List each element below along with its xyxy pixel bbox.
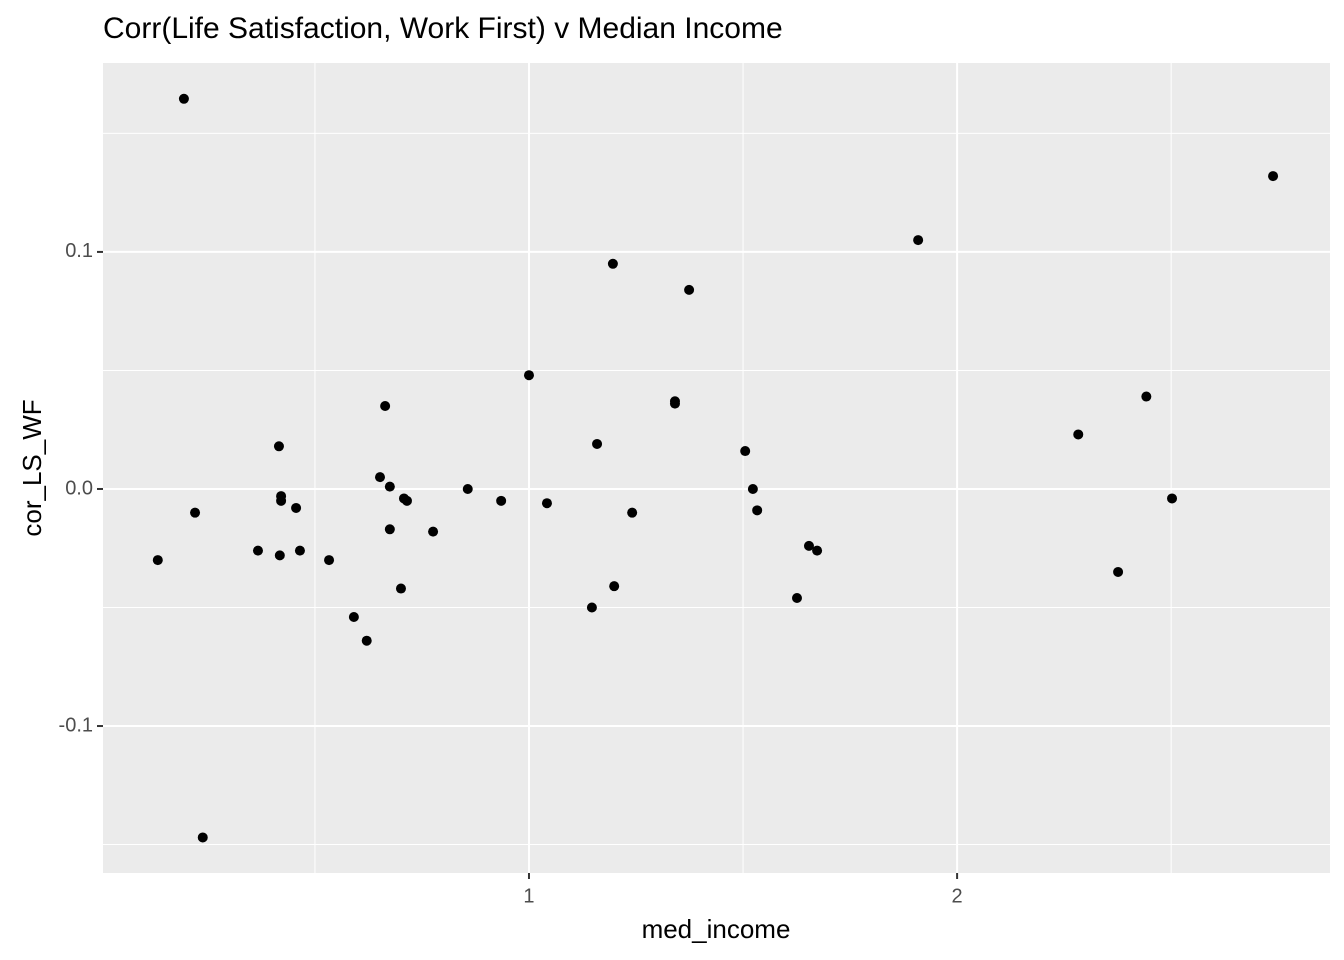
point (1073, 429, 1084, 440)
point (1141, 391, 1152, 402)
point (1268, 171, 1279, 182)
x-axis-title: med_income (642, 914, 791, 944)
point (384, 481, 395, 492)
point (190, 507, 201, 518)
point (541, 498, 552, 509)
point (395, 583, 406, 594)
point (791, 593, 802, 604)
y-axis-title: cor_LS_WF (17, 399, 47, 536)
point (1113, 566, 1124, 577)
point (752, 505, 763, 516)
point (197, 832, 208, 843)
x-tick-label: 2 (952, 885, 963, 907)
point (669, 396, 680, 407)
point (462, 483, 473, 494)
x-tick-label: 1 (523, 885, 534, 907)
point (740, 446, 751, 457)
point (252, 545, 263, 556)
point (523, 370, 534, 381)
point (747, 483, 758, 494)
point (586, 602, 597, 613)
point (361, 635, 372, 646)
point (274, 550, 285, 561)
point (324, 555, 335, 566)
point (627, 507, 638, 518)
point (496, 495, 507, 506)
point (294, 545, 305, 556)
point (913, 235, 924, 246)
y-tick-label: 0.1 (65, 240, 93, 262)
point (178, 93, 189, 104)
point (273, 441, 284, 452)
point (348, 611, 359, 622)
point (592, 438, 603, 449)
point (384, 524, 395, 535)
point (684, 284, 695, 295)
plot-panel (103, 63, 1330, 873)
y-tick-label: 0.0 (65, 477, 93, 499)
point (380, 401, 391, 412)
point (276, 495, 287, 506)
point (803, 540, 814, 551)
point (1167, 493, 1178, 504)
point (812, 545, 823, 556)
point (428, 526, 439, 537)
point (152, 555, 163, 566)
point (609, 581, 620, 592)
y-tick-label: -0.1 (59, 714, 93, 736)
chart-title: Corr(Life Satisfaction, Work First) v Me… (103, 12, 783, 45)
point (401, 495, 412, 506)
point (607, 258, 618, 269)
point (374, 472, 385, 483)
grid (103, 63, 1330, 873)
point (291, 502, 302, 513)
